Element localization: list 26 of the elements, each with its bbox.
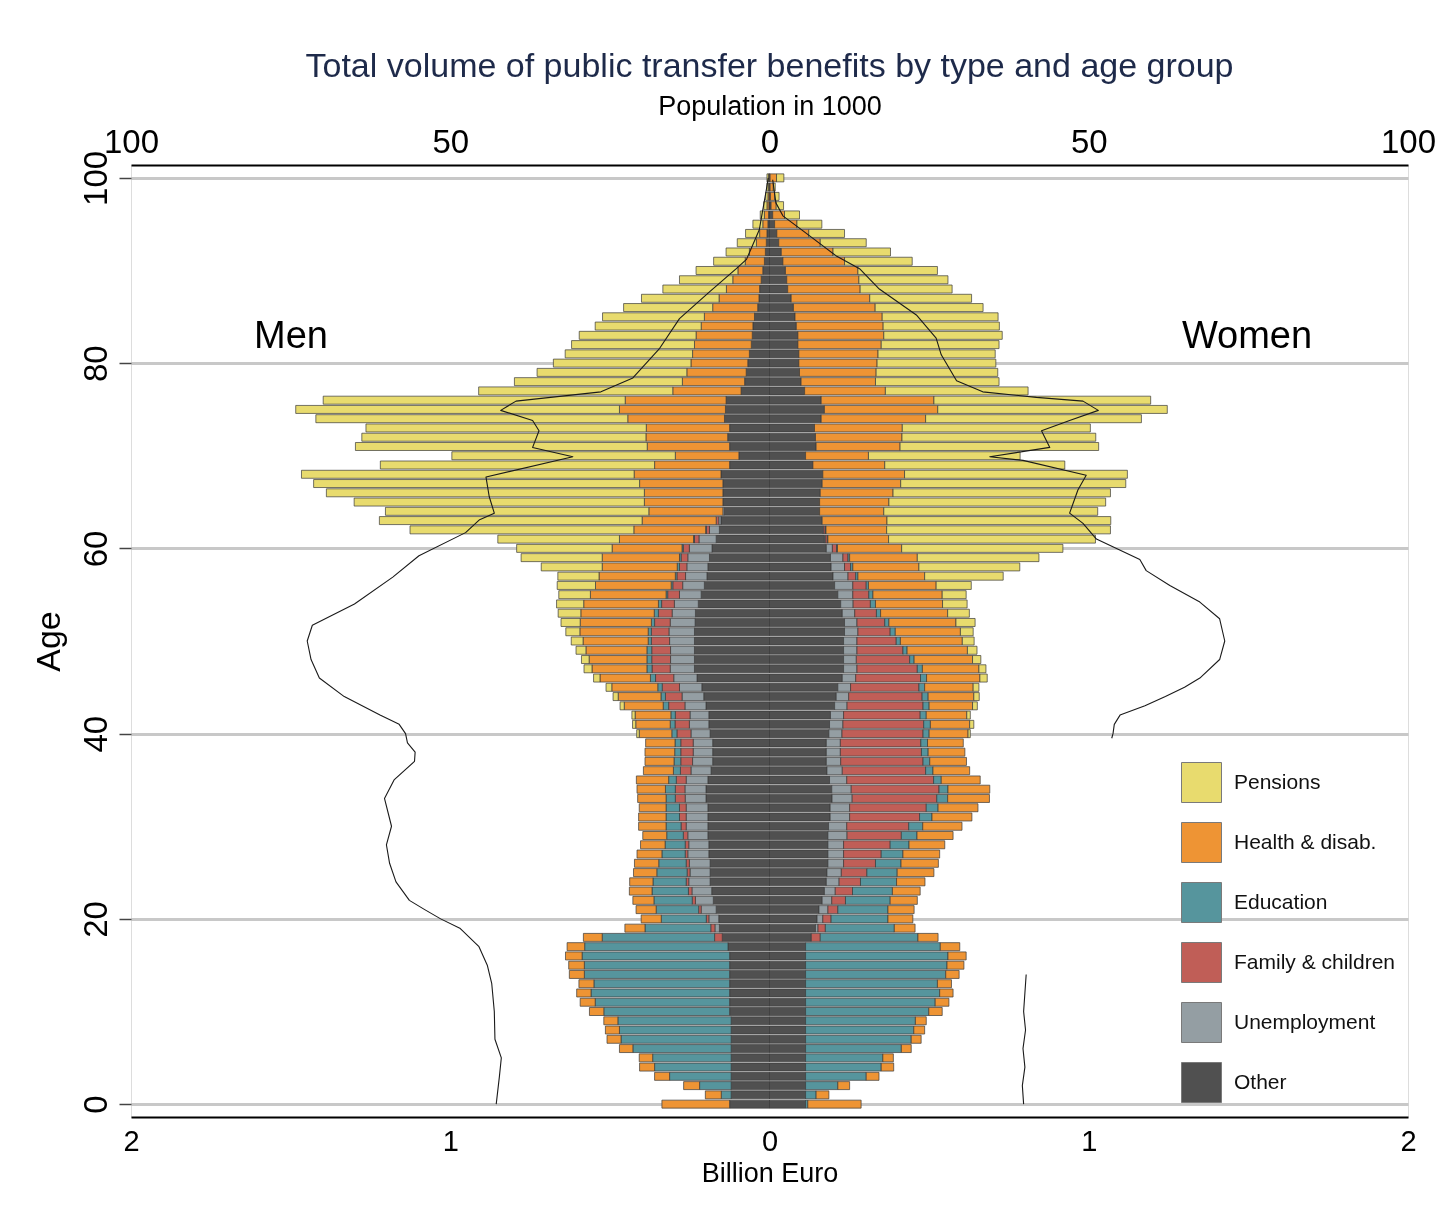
- x2-tick-label: 50: [432, 122, 470, 160]
- x2-tick-label: 50: [1070, 122, 1108, 160]
- y-tick-label: 80: [76, 345, 114, 382]
- x-tick-label: 2: [123, 1124, 140, 1157]
- annotation: Women: [1181, 314, 1313, 356]
- x2-axis-title: Population in 1000: [658, 90, 882, 121]
- y-axis-title: Age: [28, 611, 67, 672]
- y-tick-label: 60: [76, 530, 114, 568]
- y-tick-label: 40: [76, 715, 114, 753]
- legend-label: Family & children: [1234, 949, 1396, 973]
- legend-label: Other: [1234, 1069, 1287, 1093]
- annotation: Men: [254, 314, 328, 356]
- x-tick-label: 2: [1400, 1124, 1417, 1157]
- x-tick-label: 1: [1081, 1124, 1098, 1157]
- x-tick-label: 1: [442, 1124, 459, 1157]
- legend-label: Pensions: [1234, 769, 1321, 793]
- chart-title: Total volume of public transfer benefits by type and age group: [305, 46, 1234, 84]
- x-axis-title: Billion Euro: [701, 1157, 839, 1188]
- legend-label: Health & disab.: [1234, 829, 1377, 853]
- legend-label: Education: [1234, 889, 1328, 913]
- x2-tick-label: 0: [760, 122, 780, 160]
- x2-tick-label: 100: [1380, 122, 1437, 160]
- y-tick-label: 0: [76, 1095, 114, 1114]
- legend-label: Unemployment: [1234, 1009, 1376, 1033]
- x-tick-label: 0: [761, 1124, 779, 1157]
- y-tick-label: 20: [76, 901, 114, 938]
